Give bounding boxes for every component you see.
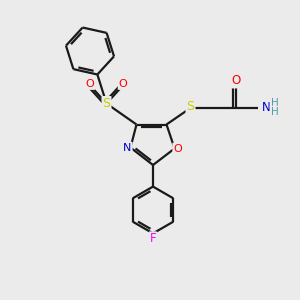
Text: S: S: [187, 100, 194, 113]
Text: O: O: [85, 79, 94, 89]
Text: H: H: [271, 106, 278, 117]
Text: O: O: [118, 79, 127, 89]
Text: N: N: [262, 100, 270, 114]
Text: O: O: [173, 143, 182, 154]
Text: O: O: [231, 74, 240, 88]
Text: H: H: [271, 98, 278, 108]
Text: S: S: [103, 97, 110, 110]
Text: N: N: [123, 142, 132, 153]
Text: F: F: [150, 232, 156, 245]
